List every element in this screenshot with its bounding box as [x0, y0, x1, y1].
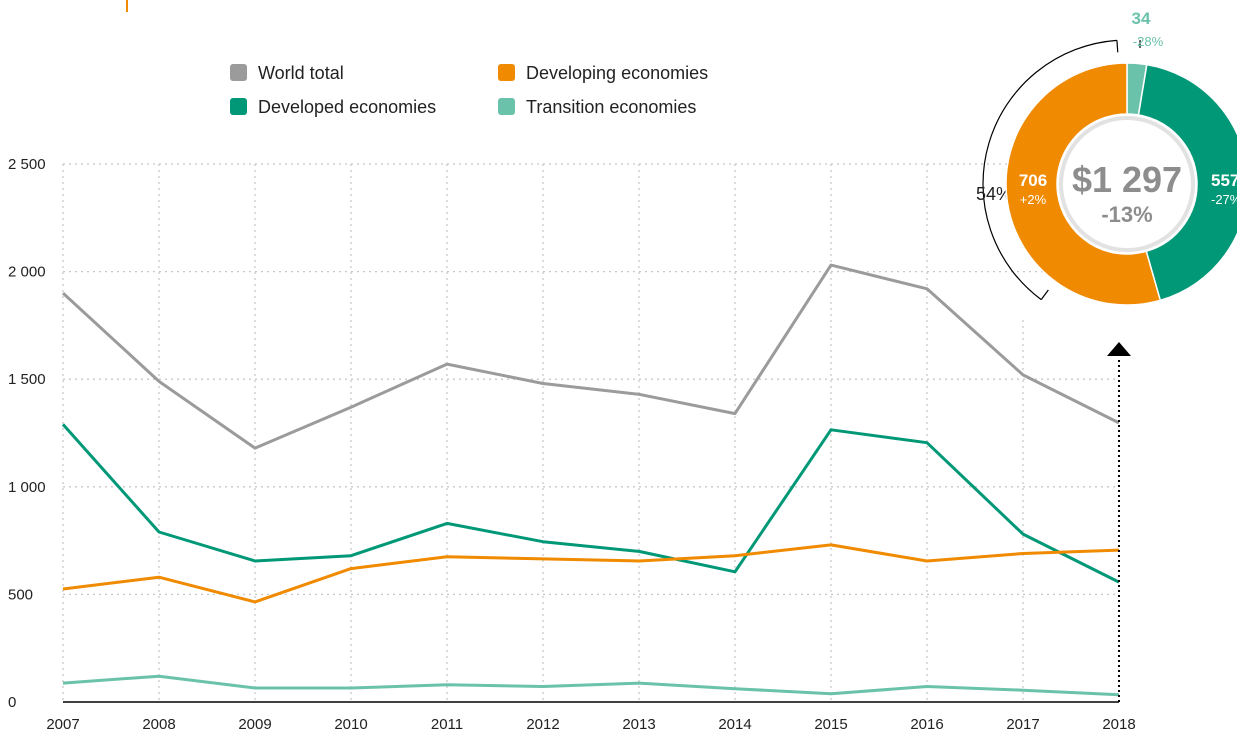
legend-label-world: World total	[258, 63, 344, 83]
x-tick-label: 2018	[1102, 716, 1135, 733]
developed-change-label: -27%	[1211, 192, 1237, 207]
y-tick-label: 500	[8, 586, 33, 603]
developing-value-label: 706	[1019, 171, 1047, 190]
x-tick-label: 2010	[334, 716, 367, 733]
developing-share-label: 54%	[976, 184, 1012, 204]
x-tick-label: 2007	[46, 716, 79, 733]
legend-swatch-developing	[498, 64, 515, 81]
y-tick-label: 1 500	[8, 371, 46, 388]
x-tick-label: 2012	[526, 716, 559, 733]
series-line-transition	[62, 674, 1120, 697]
bracket-tick	[1040, 40, 1141, 300]
axis-layer: 0 500 1 000 1 500 2 000 2 500 2007 2008 2009 2010…	[8, 156, 1136, 733]
x-tick-label: 2011	[431, 716, 463, 733]
developed-value-label: 557	[1211, 171, 1237, 190]
series-line-developing	[62, 543, 1120, 604]
transition-change-label: -28%	[1133, 34, 1164, 49]
legend-swatch-developed	[230, 98, 247, 115]
series-layer	[61, 263, 1120, 697]
x-tick-label: 2009	[238, 716, 271, 733]
title-accent-bar	[126, 0, 128, 12]
donut-center-change: -13%	[1101, 202, 1152, 227]
grid-layer	[62, 163, 1119, 702]
legend-swatch-world	[230, 64, 247, 81]
x-tick-label: 2014	[718, 716, 751, 733]
x-tick-label: 2015	[814, 716, 847, 733]
x-tick-label: 2017	[1006, 716, 1039, 733]
connector-arrow	[1107, 342, 1131, 356]
y-tick-label: 1 000	[8, 479, 46, 496]
y-tick-label: 2 500	[8, 156, 46, 173]
legend-label-developed: Developed economies	[258, 97, 436, 117]
x-tick-label: 2008	[142, 716, 175, 733]
legend-swatch-transition	[498, 98, 515, 115]
transition-value-label: 34	[1132, 9, 1151, 28]
x-tick-label: 2016	[910, 716, 943, 733]
donut-segments	[1005, 62, 1237, 306]
donut-inner-ring	[1059, 116, 1195, 252]
x-tick-label: 2013	[622, 716, 655, 733]
donut-segment-developed	[1137, 63, 1237, 302]
legend-label-developing: Developing economies	[526, 63, 708, 83]
legend-label-transition: Transition economies	[526, 97, 696, 117]
donut-center-value: $1 297	[1072, 159, 1182, 200]
series-line-developed	[61, 423, 1120, 584]
connector	[1107, 342, 1131, 702]
donut-chart: 54% $1 297 -13% 706 +2% 557 -27% 34 -28%	[976, 9, 1237, 306]
developing-change-label: +2%	[1020, 192, 1047, 207]
developing-share-bracket	[982, 39, 1117, 301]
y-tick-label: 2 000	[8, 264, 46, 281]
series-line-world	[61, 263, 1120, 450]
y-tick-label: 0	[8, 694, 16, 711]
legend: World total Developing economies Developed…	[230, 63, 708, 117]
donut-segment-developing	[1005, 62, 1162, 306]
